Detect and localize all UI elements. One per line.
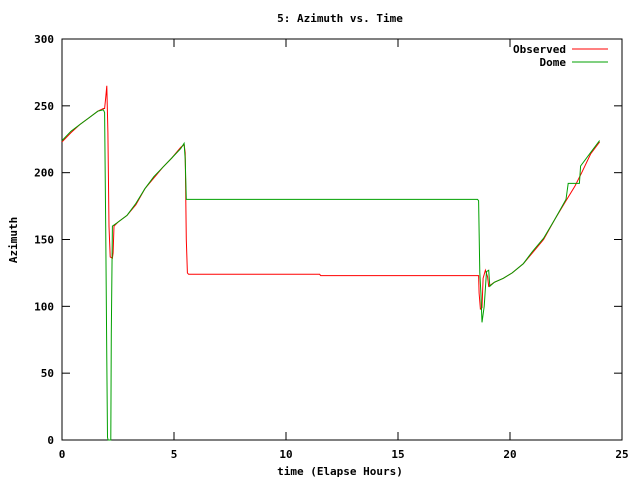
plot-frame: [61, 38, 623, 441]
x-axis-label: time (Elapse Hours): [277, 465, 403, 478]
series-line-dome: [61, 109, 600, 441]
x-tick-label: 20: [503, 448, 516, 461]
x-tick-label: 5: [171, 448, 178, 461]
y-tick-label: 200: [34, 167, 54, 180]
series-line-observed: [61, 85, 601, 310]
x-tick-label: 15: [391, 448, 404, 461]
y-axis-label: Azimuth: [7, 217, 20, 263]
y-tick-label: 250: [34, 100, 54, 113]
x-tick-label: 0: [59, 448, 66, 461]
y-tick-label: 50: [41, 367, 54, 380]
legend-label-dome: Dome: [540, 56, 567, 69]
x-tick-label: 10: [279, 448, 292, 461]
legend-label-observed: Observed: [513, 43, 566, 56]
plot-border: [61, 38, 623, 441]
y-tick-label: 0: [47, 434, 54, 447]
y-tick-label: 300: [34, 33, 54, 46]
x-tick-label: 25: [615, 448, 628, 461]
y-tick-label: 150: [34, 234, 54, 247]
chart-title: 5: Azimuth vs. Time: [277, 12, 403, 25]
y-tick-label: 100: [34, 300, 54, 313]
series-lines: [61, 85, 601, 441]
